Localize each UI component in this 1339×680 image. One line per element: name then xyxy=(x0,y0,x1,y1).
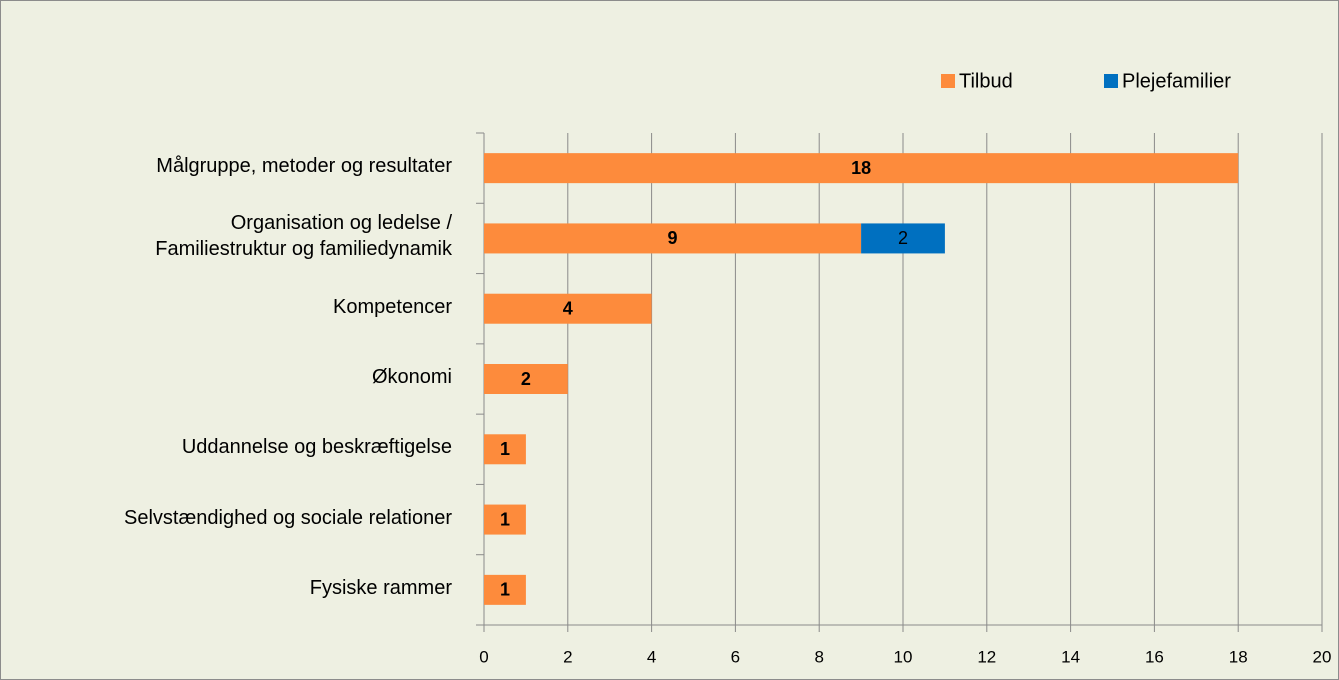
value-label: 9 xyxy=(668,228,678,248)
bar xyxy=(484,223,862,254)
y-tick-label: Fysiske rammer xyxy=(309,576,452,599)
x-tick-label: 4 xyxy=(647,647,656,666)
x-tick-label: 2 xyxy=(563,647,572,666)
x-tick-label: 12 xyxy=(977,647,996,666)
x-tick-label: 6 xyxy=(731,647,740,666)
bar xyxy=(484,293,652,324)
value-label: 2 xyxy=(521,369,531,389)
y-tick-label: Kompetencer xyxy=(333,295,452,318)
value-label: 4 xyxy=(563,298,573,318)
y-tick-label: Selvstændighed og sociale relationer xyxy=(124,506,452,529)
y-tick-label: Organisation og ledelse / Familiestruktu… xyxy=(155,212,452,261)
x-tick-label: 18 xyxy=(1229,647,1248,666)
legend-label: Plejefamilier xyxy=(1122,70,1231,92)
bar xyxy=(484,574,526,605)
legend-swatch xyxy=(941,74,955,88)
y-tick-label: Uddannelse og beskræftigelse xyxy=(181,436,452,459)
y-tick-label: Økonomi xyxy=(371,366,452,388)
bar xyxy=(861,223,945,254)
value-label: 1 xyxy=(500,439,510,459)
value-label: 1 xyxy=(500,509,510,529)
bar xyxy=(484,434,526,465)
x-tick-label: 14 xyxy=(1061,647,1080,666)
value-label: 2 xyxy=(898,228,908,248)
bar xyxy=(484,364,568,394)
x-tick-label: 20 xyxy=(1313,647,1332,666)
bar xyxy=(484,504,526,535)
value-label: 18 xyxy=(851,158,871,178)
legend-swatch xyxy=(1104,74,1118,88)
y-tick-label: Målgruppe, metoder og resultater xyxy=(156,155,452,178)
x-tick-label: 0 xyxy=(479,647,488,666)
value-label: 1 xyxy=(500,580,510,600)
x-tick-label: 16 xyxy=(1145,647,1164,666)
bar xyxy=(484,153,1239,184)
x-tick-label: 8 xyxy=(814,647,823,666)
x-tick-label: 10 xyxy=(894,647,913,666)
legend-label: Tilbud xyxy=(959,70,1013,92)
